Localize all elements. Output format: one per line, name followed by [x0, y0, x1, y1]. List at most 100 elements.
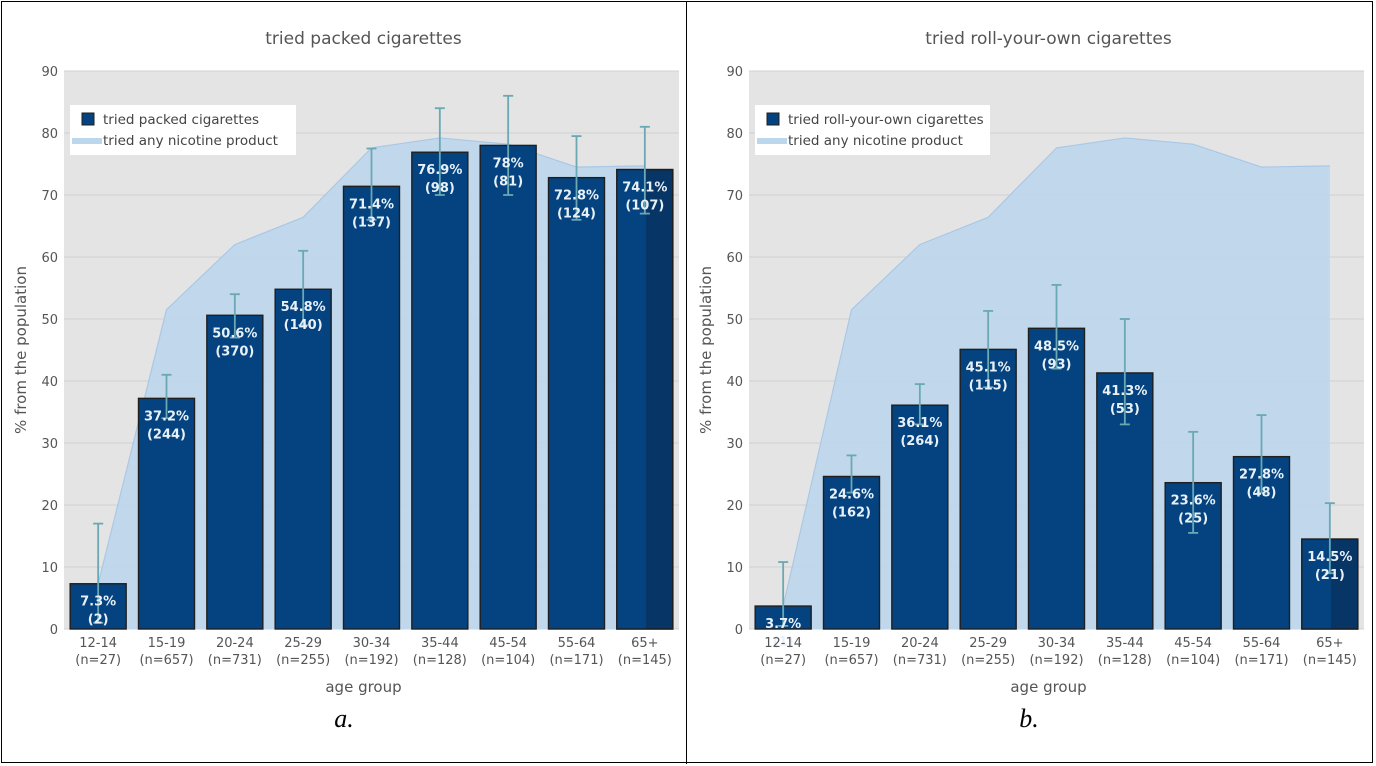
area-outline — [782, 137, 1330, 607]
x-tick-label: 15-19 — [148, 636, 186, 651]
legend-box — [755, 105, 990, 155]
bar-count-label: (81) — [493, 174, 523, 189]
bar-value-label: 78% — [493, 156, 524, 171]
bar-count-label: (2) — [88, 613, 109, 628]
y-tick-label: 90 — [726, 65, 743, 80]
legend-label: tried roll-your-own cigarettes — [788, 112, 984, 128]
bar — [479, 144, 537, 630]
y-tick-label: 0 — [735, 623, 743, 638]
caption-b: b. — [1019, 704, 1039, 733]
bar-value-label: 72.8% — [554, 189, 599, 204]
chart-title: tried roll-your-own cigarettes — [925, 29, 1172, 49]
x-tick-label: 55-64 — [1243, 636, 1281, 651]
bar-value-label: 27.8% — [1239, 468, 1284, 483]
bar — [342, 185, 401, 630]
x-tick-label: 55-64 — [558, 636, 596, 651]
bar — [137, 397, 196, 630]
x-tick-label: 35-44 — [1106, 636, 1144, 651]
bar-value-label: 3.7% — [765, 617, 801, 632]
bar-value-label: 23.6% — [1171, 494, 1216, 509]
x-axis-title: age group — [325, 678, 401, 696]
bar — [206, 314, 264, 630]
chart-panel-a: tried packed cigarettes 0 10 20 30 40 50 60 70 80… — [2, 2, 686, 764]
x-tick-n-label: (n=27) — [760, 653, 806, 668]
bar-count-label: (137) — [352, 215, 391, 230]
chart-panel-b: tried roll-your-own cigarettes 0 10 20 30 40 5… — [687, 2, 1371, 764]
x-tick-n-label: (n=104) — [1166, 653, 1220, 668]
bar-count-label: (162) — [832, 505, 871, 520]
legend-label: tried packed cigarettes — [103, 112, 259, 128]
bar-value-label: 45.1% — [966, 360, 1011, 375]
bar-count-label: (48) — [1247, 486, 1277, 501]
bar-value-label: 50.6% — [212, 326, 257, 341]
y-tick-label: 20 — [41, 499, 58, 514]
x-tick-n-label: (n=657) — [824, 653, 878, 668]
x-tick-n-label: (n=171) — [549, 653, 603, 668]
bar-count-label: (244) — [147, 427, 186, 442]
x-tick-label: 25-29 — [284, 636, 322, 651]
y-tick-label: 10 — [726, 561, 743, 576]
bar — [274, 288, 332, 630]
y-tick-label: 70 — [726, 189, 743, 204]
bar — [959, 348, 1017, 630]
y-tick-label: 0 — [50, 623, 58, 638]
x-tick-n-label: (n=255) — [961, 653, 1015, 668]
x-tick-n-label: (n=145) — [1303, 653, 1357, 668]
bar-value-label: 7.3% — [80, 595, 116, 610]
y-tick-label: 40 — [41, 375, 58, 390]
x-tick-n-label: (n=104) — [481, 653, 535, 668]
legend-label: tried any nicotine product — [788, 133, 963, 149]
y-tick-label: 60 — [41, 251, 58, 266]
bar-value-label: 41.3% — [1102, 384, 1147, 399]
x-tick-n-label: (n=192) — [1029, 653, 1083, 668]
x-tick-n-label: (n=255) — [276, 653, 330, 668]
y-axis-title: % from the population — [12, 266, 30, 434]
x-tick-n-label: (n=128) — [413, 653, 467, 668]
x-tick-label: 30-34 — [1038, 636, 1076, 651]
x-tick-label: 20-24 — [216, 636, 254, 651]
bar-count-label: (140) — [284, 318, 323, 333]
bar-value-label: 74.1% — [622, 181, 667, 196]
bar-count-label: (264) — [900, 434, 939, 449]
panel-divider — [686, 1, 687, 764]
chart-b-svg: tried roll-your-own cigarettes 0 10 20 30 40 5… — [697, 29, 1364, 696]
bar-count-label: (115) — [969, 378, 1008, 393]
x-axis-title: age group — [1010, 678, 1086, 696]
bar-value-label: 54.8% — [281, 300, 326, 315]
y-tick-label: 10 — [41, 561, 58, 576]
x-tick-n-label: (n=192) — [344, 653, 398, 668]
y-tick-label: 30 — [41, 437, 58, 452]
legend-swatch-bar — [766, 112, 780, 126]
x-tick-n-label: (n=731) — [893, 653, 947, 668]
bar-count-label: (53) — [1110, 402, 1140, 417]
bar-value-label: 14.5% — [1307, 550, 1352, 565]
y-tick-label: 40 — [726, 375, 743, 390]
bar-value-label: 24.6% — [829, 487, 874, 502]
legend-swatch-bar — [81, 112, 95, 126]
bar-highlight — [616, 169, 646, 629]
bar-highlight — [1301, 539, 1331, 629]
y-tick-label: 70 — [41, 189, 58, 204]
x-tick-label: 12-14 — [764, 636, 802, 651]
y-tick-label: 90 — [41, 65, 58, 80]
legend-swatch-area — [72, 138, 102, 144]
x-tick-label: 65+ — [1316, 636, 1343, 651]
x-tick-label: 12-14 — [79, 636, 117, 651]
y-tick-label: 50 — [726, 313, 743, 328]
bar-count-label: (98) — [425, 181, 455, 196]
bar-count-label: (93) — [1042, 357, 1072, 372]
bar-value-label: 71.4% — [349, 197, 394, 212]
y-tick-label: 50 — [41, 313, 58, 328]
x-tick-label: 35-44 — [421, 636, 459, 651]
legend-swatch-area — [757, 138, 787, 144]
bar-value-label: 76.9% — [417, 163, 462, 178]
x-tick-n-label: (n=731) — [208, 653, 262, 668]
bar-count-label: (107) — [625, 199, 664, 214]
y-tick-label: 80 — [726, 127, 743, 142]
x-tick-label: 45-54 — [489, 636, 527, 651]
x-tick-n-label: (n=171) — [1234, 653, 1288, 668]
x-tick-label: 65+ — [631, 636, 658, 651]
bar-count-label: (370) — [215, 344, 254, 359]
bar-count-label: (25) — [1178, 512, 1208, 527]
